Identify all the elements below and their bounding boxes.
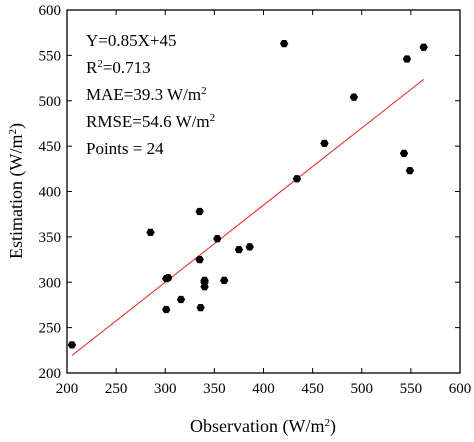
data-point bbox=[220, 276, 229, 285]
data-point bbox=[245, 243, 254, 251]
data-point bbox=[200, 278, 209, 286]
data-point bbox=[405, 166, 415, 175]
x-tick-label: 550 bbox=[400, 381, 423, 397]
data-point bbox=[195, 255, 204, 264]
equation-label: Y=0.85X+45 bbox=[86, 31, 176, 50]
data-point bbox=[402, 55, 412, 63]
x-tick-label: 450 bbox=[301, 381, 324, 397]
x-tick-label: 250 bbox=[105, 381, 128, 397]
x-axis-title: Observation (W/m2) bbox=[190, 416, 336, 437]
data-point bbox=[320, 139, 329, 148]
data-point bbox=[213, 235, 222, 243]
y-tick-label: 200 bbox=[39, 366, 62, 382]
y-tick-label: 600 bbox=[39, 3, 62, 19]
data-point bbox=[292, 175, 302, 183]
y-tick-label: 450 bbox=[39, 139, 62, 155]
data-point bbox=[164, 274, 173, 282]
x-tick-label: 350 bbox=[203, 381, 226, 397]
x-tick-label: 400 bbox=[252, 381, 275, 397]
data-point bbox=[176, 295, 186, 304]
data-points bbox=[67, 39, 428, 349]
x-tick-label: 500 bbox=[351, 381, 374, 397]
y-tick-label: 500 bbox=[39, 94, 62, 110]
x-tick-label: 600 bbox=[449, 381, 472, 397]
data-point bbox=[419, 43, 428, 51]
mae-label: MAE=39.3 W/m2 bbox=[86, 85, 207, 104]
y-axis-title: Estimation (W/m2) bbox=[6, 123, 27, 259]
data-point bbox=[67, 341, 77, 349]
data-point bbox=[196, 304, 205, 312]
regression-line bbox=[71, 78, 424, 356]
data-point bbox=[146, 228, 155, 236]
y-tick-label: 300 bbox=[39, 275, 62, 291]
x-tick-label: 300 bbox=[154, 381, 177, 397]
data-point bbox=[279, 39, 289, 48]
annotation-box: Y=0.85X+45 R2=0.713 MAE=39.3 W/m2 RMSE=5… bbox=[86, 31, 215, 158]
data-point bbox=[195, 207, 204, 216]
data-point bbox=[349, 93, 359, 101]
x-axis: 200 250 300 350 400 450 500 550 600 bbox=[56, 10, 472, 397]
rmse-label: RMSE=54.6 W/m2 bbox=[86, 112, 215, 131]
y-axis: 200 250 300 350 400 450 500 550 600 bbox=[39, 3, 460, 382]
y-tick-label: 550 bbox=[39, 48, 62, 64]
data-point bbox=[234, 245, 244, 254]
points-count-label: Points = 24 bbox=[86, 139, 164, 158]
x-tick-label: 200 bbox=[56, 381, 79, 397]
fit-line-group bbox=[71, 78, 424, 356]
data-point bbox=[399, 149, 409, 158]
y-tick-label: 400 bbox=[39, 185, 62, 201]
r-squared-label: R2=0.713 bbox=[86, 58, 151, 77]
y-tick-label: 350 bbox=[39, 230, 62, 246]
data-point bbox=[162, 305, 171, 314]
y-tick-label: 250 bbox=[39, 321, 62, 337]
